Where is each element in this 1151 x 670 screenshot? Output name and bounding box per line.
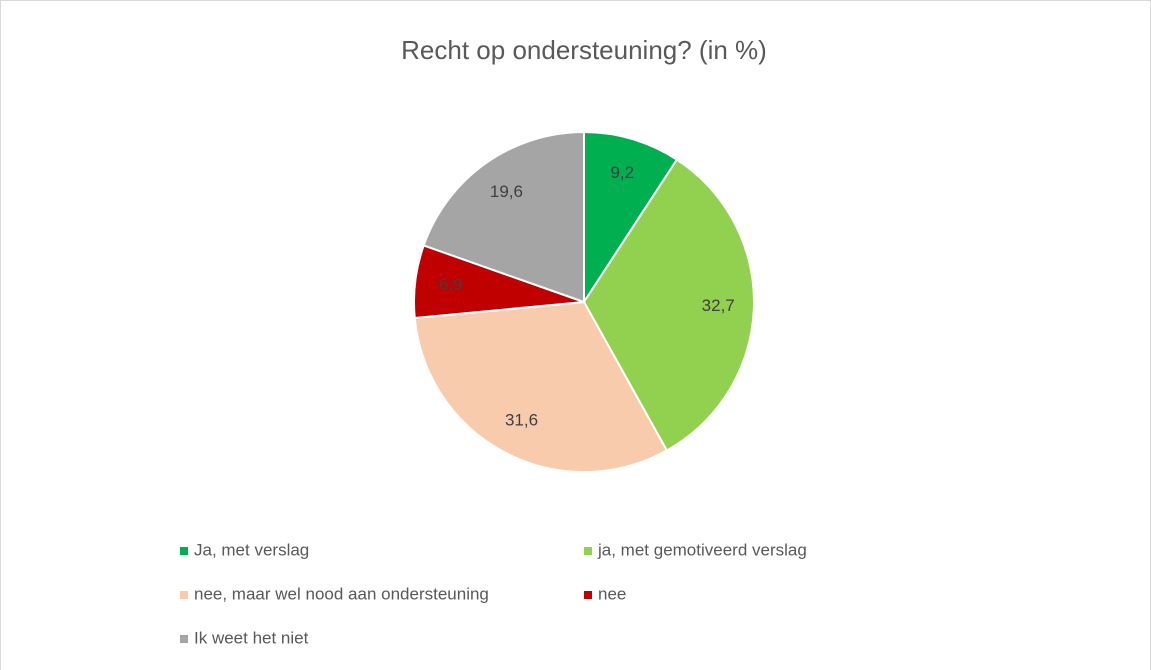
legend-label: Ik weet het niet [194, 628, 309, 647]
data-label: 6,9 [439, 275, 463, 294]
data-label: 9,2 [610, 163, 634, 182]
legend-label: nee [598, 584, 626, 603]
legend-swatch [584, 547, 592, 555]
chart-title: Recht op ondersteuning? (in %) [401, 35, 767, 65]
legend-swatch [180, 635, 188, 643]
legend-label: nee, maar wel nood aan ondersteuning [194, 584, 489, 603]
pie-slice [422, 130, 585, 304]
legend-swatch [180, 591, 188, 599]
data-label: 31,6 [505, 410, 538, 429]
legend-swatch [584, 591, 592, 599]
pie-slice [413, 300, 669, 473]
legend-swatch [180, 547, 188, 555]
legend-label: Ja, met verslag [194, 540, 309, 559]
legend-label: ja, met gemotiveerd verslag [597, 540, 807, 559]
pie-slice [583, 130, 679, 306]
data-label: 32,7 [702, 296, 735, 315]
data-label: 19,6 [490, 182, 523, 201]
